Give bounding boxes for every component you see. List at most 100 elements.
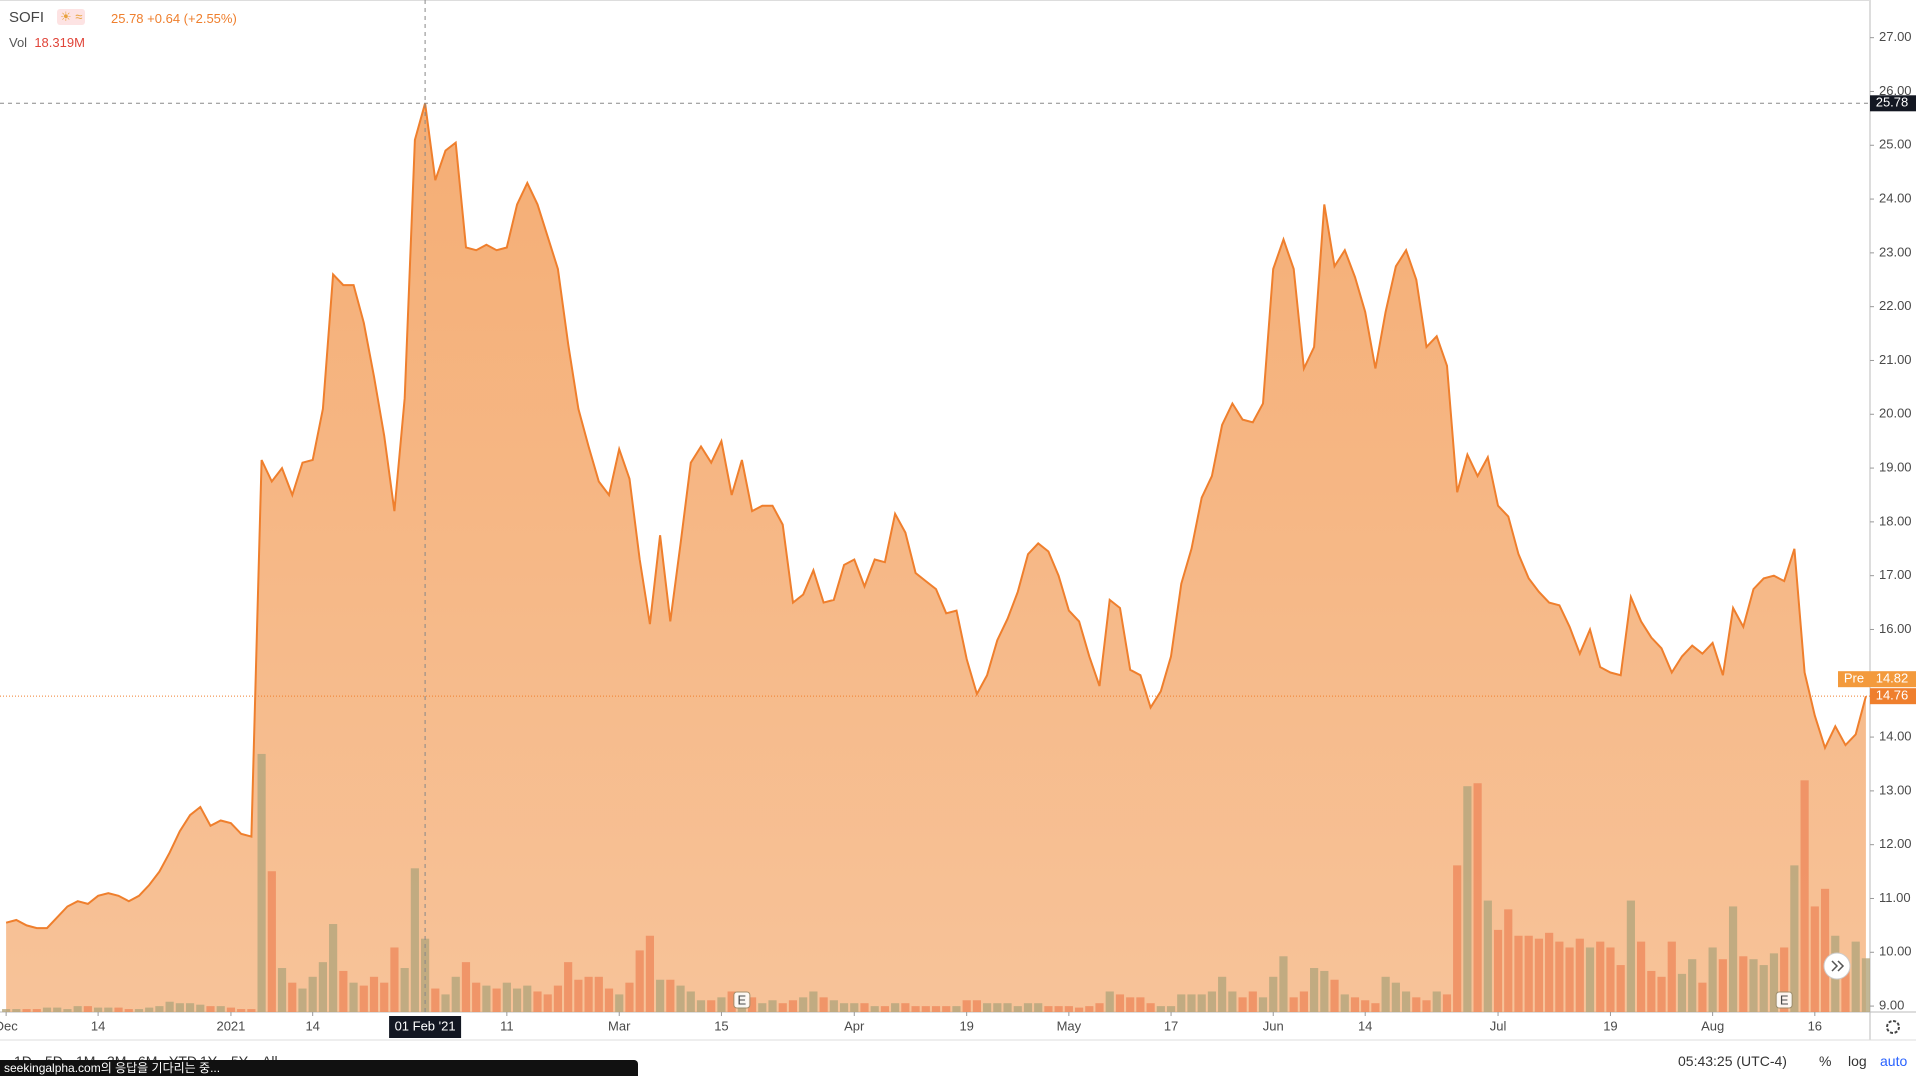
volume-bar (124, 1009, 133, 1012)
x-tick-label: Dec (0, 1018, 18, 1033)
volume-bar (1054, 1006, 1063, 1012)
price-area (6, 103, 1866, 1013)
volume-bar (880, 1006, 890, 1012)
settings-gear[interactable] (1886, 1020, 1900, 1034)
log-toggle[interactable]: log (1848, 1053, 1867, 1069)
volume-bar (1238, 997, 1247, 1012)
quote-price: 25.78 (111, 11, 144, 26)
volume-bar (1320, 970, 1329, 1012)
y-tick-label: 17.00 (1879, 567, 1912, 582)
y-tick-label: 20.00 (1879, 406, 1912, 421)
y-tick-label: 18.00 (1879, 513, 1912, 528)
auto-toggle[interactable]: auto (1880, 1053, 1908, 1069)
pre-market-badge (1838, 671, 1916, 688)
volume-bar (1166, 1006, 1176, 1012)
volume-bar (1371, 1003, 1380, 1012)
volume-bar (1258, 997, 1268, 1012)
y-tick-label: 27.00 (1879, 29, 1912, 44)
symbol[interactable]: SOFI (9, 9, 45, 26)
volume-bar (1555, 941, 1564, 1012)
volume-bar (12, 1009, 21, 1012)
x-tick-label: Aug (1701, 1018, 1724, 1033)
volume-bar (216, 1006, 225, 1012)
volume-bar (1350, 997, 1360, 1012)
volume-bar (1575, 938, 1584, 1012)
volume-bar (22, 1009, 31, 1012)
volume-bar (533, 991, 542, 1012)
volume-bar (1432, 991, 1441, 1012)
x-tick-label: 19 (1603, 1018, 1617, 1033)
scroll-icon (1831, 960, 1845, 972)
volume-bar (492, 988, 501, 1012)
percent-toggle[interactable]: % (1819, 1053, 1832, 1069)
volume-bar (1596, 941, 1605, 1012)
volume-bar (1330, 979, 1339, 1012)
x-tick-label: Mar (608, 1018, 631, 1033)
volume-bar (1289, 997, 1298, 1012)
volume-bar (952, 1006, 961, 1012)
volume-bar (94, 1007, 103, 1012)
volume-bar (1851, 941, 1860, 1012)
volume-bar (83, 1006, 92, 1012)
volume-bar (165, 1001, 174, 1012)
volume-bar (799, 997, 808, 1012)
x-tick-label: 19 (959, 1018, 973, 1033)
volume-bar (247, 1009, 256, 1012)
volume-bar (134, 1009, 144, 1012)
volume-bar (666, 979, 675, 1012)
y-tick-label: 22.00 (1879, 298, 1912, 313)
volume-bar (921, 1006, 930, 1012)
volume-bar (1085, 1006, 1094, 1012)
volume-bar (267, 871, 276, 1012)
x-tick-label: 11 (500, 1018, 514, 1033)
volume-bar (748, 997, 757, 1012)
volume-bar (523, 985, 532, 1012)
volume-bar (461, 962, 471, 1012)
y-tick-label: 26.00 (1879, 83, 1912, 98)
y-tick-label: 11.00 (1879, 890, 1911, 905)
volume-bar (942, 1006, 951, 1012)
x-tick-label: 16 (1808, 1018, 1822, 1033)
volume-bar (656, 979, 665, 1012)
volume-bar (1810, 906, 1819, 1012)
volume-bar (1718, 959, 1727, 1012)
volume-bar (707, 1000, 716, 1012)
volume-bar (1657, 976, 1666, 1012)
volume-bar (1463, 786, 1472, 1012)
volume-bar (1442, 994, 1452, 1012)
y-tick-label: 23.00 (1879, 244, 1912, 259)
volume-bar (1524, 935, 1533, 1012)
volume-bar (615, 994, 624, 1012)
volume-bar (1483, 900, 1492, 1012)
volume-bar (359, 985, 368, 1012)
volume-bar (604, 988, 614, 1012)
volume-bar (1585, 947, 1595, 1012)
volume-bar (1115, 994, 1125, 1012)
volume-bar (1780, 947, 1789, 1012)
volume-bar (758, 1003, 767, 1012)
volume-bar (625, 982, 634, 1012)
y-tick-label: 16.00 (1879, 621, 1912, 636)
volume-bar (1074, 1007, 1084, 1012)
volume-bar (410, 868, 419, 1012)
volume-bar (226, 1007, 236, 1012)
volume-bar (1841, 965, 1850, 1012)
status-bar: seekingalpha.com의 응답을 기다리는 중... (0, 1060, 638, 1076)
volume-bar (400, 968, 409, 1012)
vol-label: Vol (9, 35, 28, 50)
volume-bar (829, 1000, 838, 1012)
volume-bar (901, 1003, 910, 1012)
volume-bar (53, 1007, 62, 1012)
volume-bar (1218, 976, 1227, 1012)
volume-bar (676, 985, 685, 1012)
earnings-label: E (1780, 992, 1789, 1007)
x-tick-label: Apr (844, 1018, 865, 1033)
y-tick-label: 19.00 (1879, 460, 1912, 475)
vol-value: 18.319M (34, 35, 85, 50)
volume-bar (1340, 994, 1349, 1012)
volume-bar (185, 1003, 195, 1012)
volume-bar (870, 1006, 879, 1012)
volume-bar (1003, 1003, 1012, 1012)
crosshair-date: 01 Feb '21 (395, 1018, 456, 1033)
